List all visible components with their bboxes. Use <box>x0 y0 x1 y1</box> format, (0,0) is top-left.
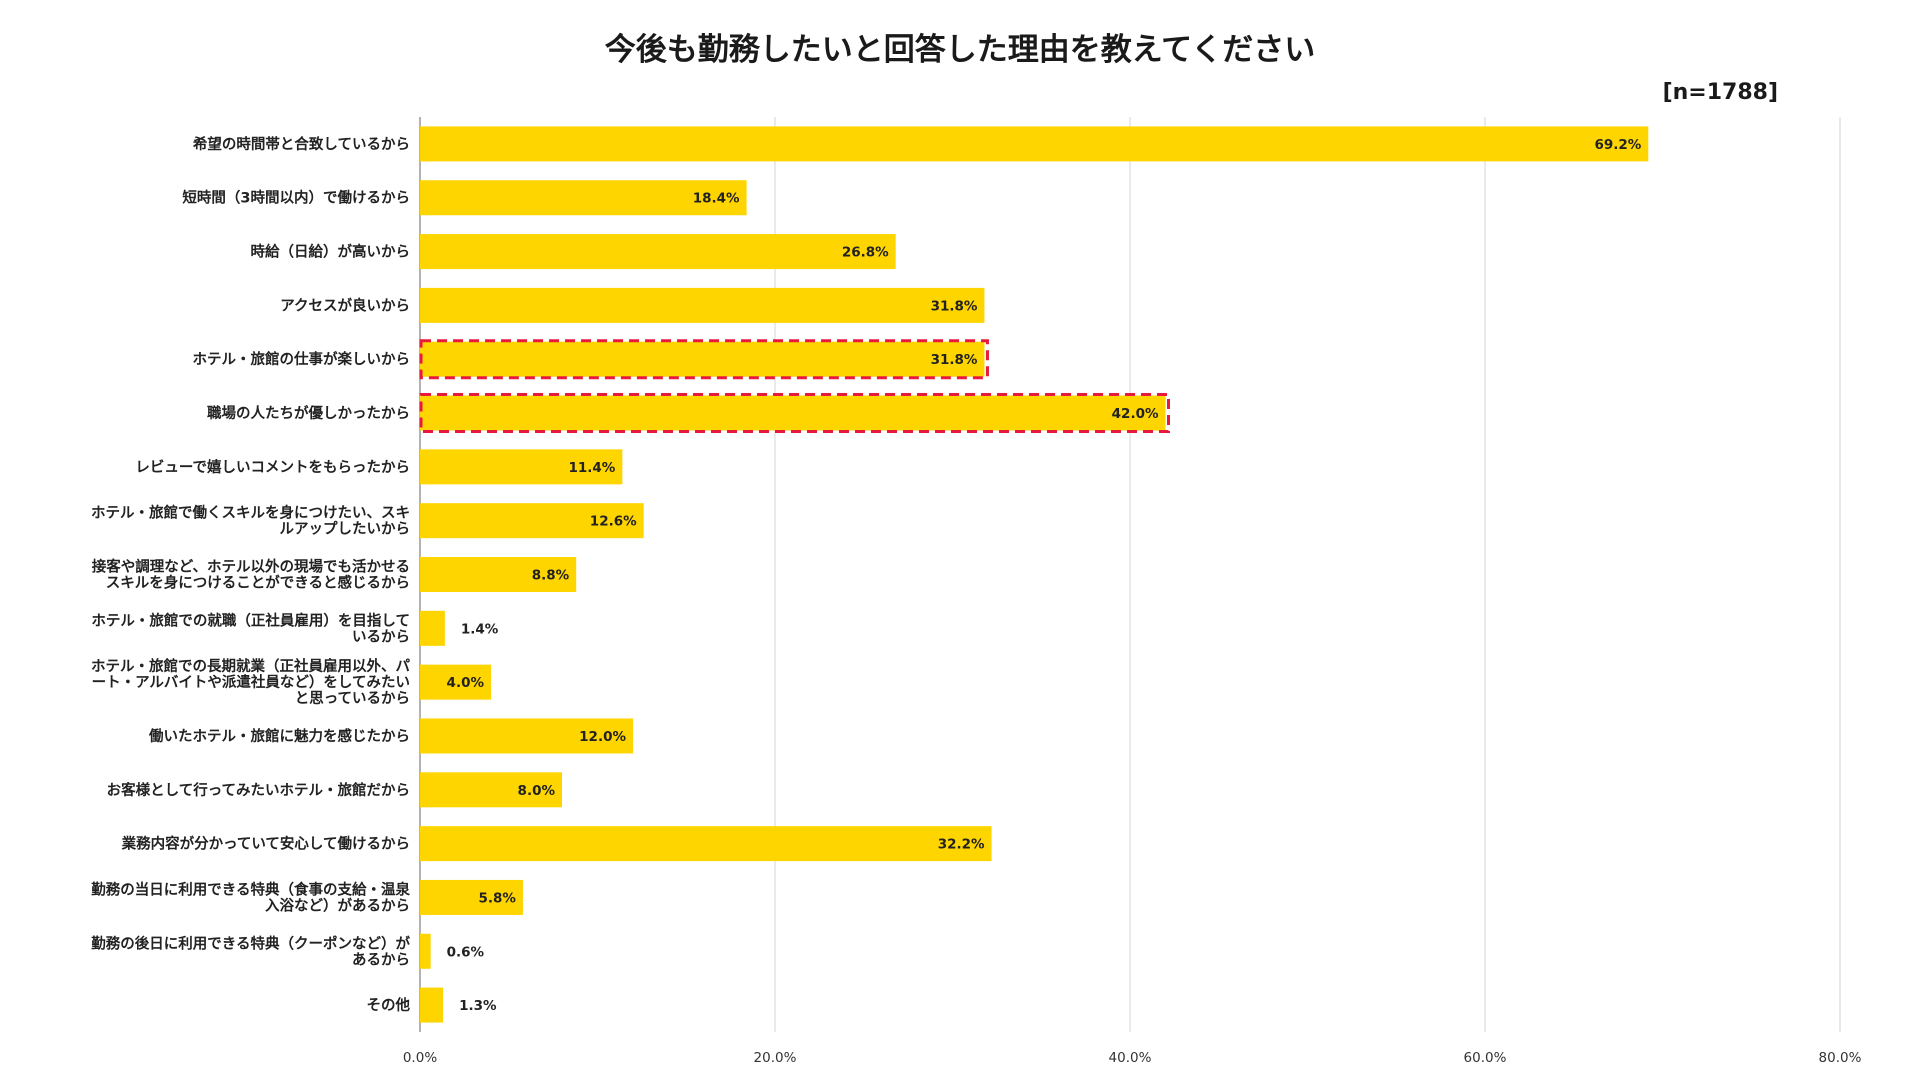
bar <box>420 234 896 270</box>
bar <box>420 287 985 323</box>
x-tick-label: 40.0% <box>1109 1050 1152 1066</box>
bar <box>420 395 1166 431</box>
category-label: ホテル・旅館で働くスキルを身につけたい、スキルアップしたいから <box>91 504 410 538</box>
data-label: 0.6% <box>447 944 485 960</box>
data-label: 42.0% <box>1112 406 1159 422</box>
bar <box>420 933 431 969</box>
category-label: 接客や調理など、ホテル以外の現場でも活かせるスキルを身につけることができると感じ… <box>92 558 410 592</box>
category-label: 働いたホテル・旅館に魅力を感じたから <box>148 727 410 745</box>
category-label: ホテル・旅館での就職（正社員雇用）を目指しているから <box>91 611 410 645</box>
category-label: ホテル・旅館の仕事が楽しいから <box>193 350 411 368</box>
data-label: 5.8% <box>478 890 516 906</box>
category-label: アクセスが良いから <box>280 296 410 314</box>
highlight-border <box>419 339 989 380</box>
category-label: 職場の人たちが優しかったから <box>207 404 410 422</box>
data-label: 8.0% <box>518 783 556 799</box>
data-label: 4.0% <box>447 675 485 691</box>
data-label: 1.4% <box>461 621 499 637</box>
bar <box>420 341 985 377</box>
category-label: 短時間（3時間以内）で働けるから <box>182 189 410 207</box>
sample-size-label: [n=1788] <box>1662 80 1778 105</box>
bar <box>420 718 633 754</box>
highlight-border <box>419 393 1170 434</box>
category-label: 勤務の当日に利用できる特典（食事の支給・温泉入浴など）があるから <box>91 880 410 914</box>
category-label: 勤務の後日に利用できる特典（クーポンなど）があるから <box>91 934 410 968</box>
data-label: 1.3% <box>459 998 497 1014</box>
category-label: お客様として行ってみたいホテル・旅館だから <box>107 781 410 799</box>
x-tick-label: 20.0% <box>754 1050 797 1066</box>
bar <box>420 557 577 592</box>
data-label: 12.6% <box>590 514 637 530</box>
x-tick-label: 60.0% <box>1464 1050 1507 1066</box>
category-label: ホテル・旅館での長期就業（正社員雇用以外、パート・アルバイトや派遣社員など）をし… <box>91 657 410 707</box>
bar <box>420 826 992 862</box>
bar <box>420 449 623 485</box>
data-label: 26.8% <box>842 245 889 261</box>
data-label: 69.2% <box>1594 137 1641 153</box>
bar <box>420 503 644 539</box>
bar <box>420 664 491 700</box>
bar <box>420 126 1649 162</box>
x-tick-label: 80.0% <box>1819 1050 1862 1066</box>
x-tick-label: 0.0% <box>403 1050 437 1066</box>
category-label: 時給（日給）が高いから <box>251 243 411 261</box>
category-label: 希望の時間帯と合致しているから <box>193 135 410 153</box>
data-label: 8.8% <box>532 568 570 584</box>
data-label: 11.4% <box>569 460 616 476</box>
bar <box>420 879 523 915</box>
bar <box>420 772 562 808</box>
bar <box>420 180 747 216</box>
data-label: 12.0% <box>579 729 626 745</box>
bar <box>420 610 445 646</box>
chart-title: 今後も勤務したいと回答した理由を教えてください <box>604 32 1316 68</box>
data-label: 31.8% <box>931 298 978 314</box>
bar <box>420 987 444 1023</box>
data-label: 31.8% <box>931 352 978 368</box>
category-label: その他 <box>367 996 411 1014</box>
category-label: 業務内容が分かっていて安心して働けるから <box>121 835 410 853</box>
data-label: 18.4% <box>693 191 740 207</box>
data-label: 32.2% <box>938 837 985 853</box>
category-label: レビューで嬉しいコメントをもらったから <box>135 458 410 476</box>
